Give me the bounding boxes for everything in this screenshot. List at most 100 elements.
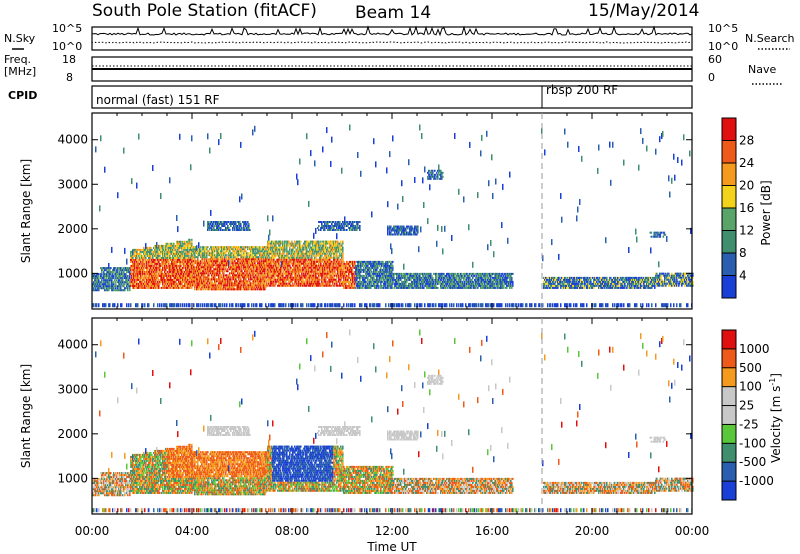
power-cell	[341, 272, 343, 275]
power-cell	[217, 270, 219, 273]
power-cell	[237, 254, 239, 257]
power-cell	[321, 246, 323, 249]
power-cell	[320, 270, 322, 273]
power-near-range	[219, 303, 221, 308]
power-cell	[185, 272, 187, 275]
power-cell	[209, 268, 211, 271]
power-cell	[114, 285, 116, 288]
power-cell	[271, 280, 273, 283]
power-cell	[298, 248, 300, 251]
power-cell	[165, 248, 167, 251]
power-cell	[186, 262, 188, 265]
power-cell	[324, 252, 326, 255]
power-cell	[213, 278, 215, 281]
power-cell	[261, 256, 263, 259]
power-cell	[337, 272, 339, 275]
power-cell	[360, 282, 362, 285]
power-cell	[195, 246, 197, 249]
power-cell	[249, 276, 251, 279]
power-cell	[333, 248, 335, 251]
power-cell	[199, 282, 201, 285]
power-cell	[351, 266, 353, 269]
power-cell	[160, 274, 162, 277]
power-cell	[174, 256, 176, 259]
power-near-range	[348, 303, 350, 308]
power-cell	[201, 272, 203, 275]
power-cell	[200, 276, 202, 279]
power-cell	[193, 268, 195, 271]
power-cell	[167, 266, 169, 269]
power-cell	[200, 270, 202, 273]
power-cell	[119, 269, 121, 272]
power-cell	[105, 275, 107, 278]
power-cell	[222, 260, 224, 263]
power-cell	[155, 286, 157, 289]
power-cell	[314, 244, 316, 247]
power-cell	[119, 279, 121, 282]
power-cell	[151, 252, 153, 255]
power-cell	[341, 262, 343, 265]
power-cell	[155, 256, 157, 259]
power-cell	[105, 285, 107, 288]
power-cell	[241, 256, 243, 259]
power-cell	[142, 280, 144, 283]
power-cell	[120, 273, 122, 276]
power-cell	[149, 266, 151, 269]
power-cell	[253, 246, 255, 249]
power-cell	[291, 274, 293, 277]
power-cell	[233, 282, 235, 285]
power-cell	[309, 258, 311, 261]
power-cell	[231, 256, 233, 259]
power-cell	[382, 268, 384, 271]
power-cell	[193, 256, 195, 259]
power-cell	[286, 270, 288, 273]
power-cell	[307, 244, 309, 247]
power-cell	[382, 286, 384, 289]
power-cell	[151, 272, 153, 275]
power-cell	[263, 254, 265, 257]
power-cell	[175, 286, 177, 289]
power-cell	[239, 258, 241, 261]
power-cell	[161, 280, 163, 283]
power-cell	[114, 269, 116, 272]
power-cell	[195, 272, 197, 275]
power-cell	[295, 258, 297, 261]
power-cell	[282, 252, 284, 255]
power-cell	[271, 256, 273, 259]
power-cell	[230, 266, 232, 269]
power-cell	[335, 264, 337, 267]
power-cell	[257, 282, 259, 285]
power-cell	[269, 264, 271, 267]
power-cell	[211, 280, 213, 283]
power-cell	[373, 282, 375, 285]
power-cell	[371, 266, 373, 269]
power-cell	[172, 244, 174, 247]
power-cell	[220, 276, 222, 279]
power-cell	[217, 268, 219, 271]
power-cell	[303, 252, 305, 255]
power-cell	[288, 270, 290, 273]
power-cell	[167, 260, 169, 263]
power-cell	[99, 287, 101, 290]
power-cell	[254, 284, 256, 287]
power-cell	[383, 270, 385, 273]
power-cell	[200, 282, 202, 285]
power-cell	[247, 256, 249, 259]
power-cell	[280, 278, 282, 281]
power-cell	[217, 278, 219, 281]
power-cell	[194, 250, 196, 253]
power-cell	[198, 288, 200, 291]
power-cell	[285, 278, 287, 281]
power-cell	[296, 248, 298, 251]
power-near-range	[338, 303, 340, 308]
power-cell	[163, 262, 165, 265]
power-cell	[342, 240, 344, 243]
power-cell	[183, 286, 185, 289]
power-cell	[244, 260, 246, 263]
power-cell	[343, 270, 345, 273]
power-cell	[213, 286, 215, 289]
power-cell	[172, 258, 174, 261]
power-cell	[160, 256, 162, 259]
power-cell	[292, 244, 294, 247]
power-cell	[211, 258, 213, 261]
